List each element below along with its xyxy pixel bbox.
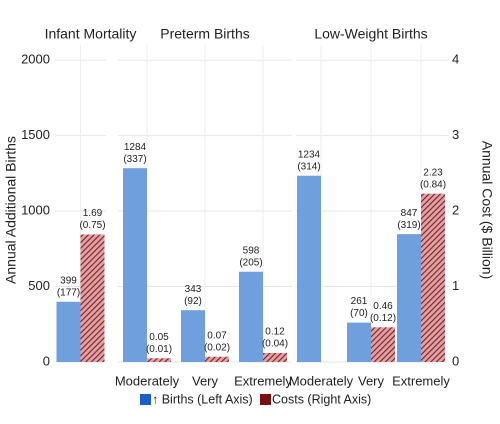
y-tick-label: 0 xyxy=(43,353,50,368)
value-label: 598 xyxy=(243,245,260,256)
x-tick-label: Moderately xyxy=(289,373,354,388)
error-label: (0.01) xyxy=(146,344,172,355)
error-label: (0.02) xyxy=(204,342,230,353)
error-label: (337) xyxy=(123,154,146,165)
error-label: (0.12) xyxy=(370,313,396,324)
error-label: (205) xyxy=(239,257,262,268)
y-tick-label: 500 xyxy=(28,278,50,293)
bar xyxy=(123,168,147,362)
value-label: 1.69 xyxy=(83,208,103,219)
x-tick-label: Very xyxy=(192,373,219,388)
value-label: 399 xyxy=(60,275,77,286)
value-label: 0.46 xyxy=(373,301,393,312)
error-label: (70) xyxy=(350,308,368,319)
legend-swatch xyxy=(140,394,151,405)
bar xyxy=(397,234,421,362)
facet-title: Low-Weight Births xyxy=(314,26,427,42)
bar xyxy=(56,301,81,362)
facet-title: Preterm Births xyxy=(160,26,249,42)
bar xyxy=(205,356,229,362)
y-axis-label: Annual Additional Births xyxy=(3,136,19,284)
value-label: 1234 xyxy=(298,149,321,160)
error-label: (0.75) xyxy=(79,220,105,231)
legend-label: Costs (Right Axis) xyxy=(272,392,371,406)
error-label: (0.04) xyxy=(262,339,288,350)
bar xyxy=(421,193,445,362)
y2-axis-label: Annual Cost ($ Billion) xyxy=(479,141,495,280)
x-tick-label: Extremely xyxy=(234,373,292,388)
x-tick-label: Moderately xyxy=(115,373,180,388)
y-tick-label: 1500 xyxy=(21,127,50,142)
value-label: 2.23 xyxy=(423,167,443,178)
y-tick-label: 2000 xyxy=(21,52,50,67)
bar xyxy=(239,271,263,362)
legend-label: ↑ Births (Left Axis) xyxy=(152,392,253,406)
bar xyxy=(297,175,321,362)
error-label: (0.84) xyxy=(420,179,446,190)
bar xyxy=(147,358,171,362)
bar xyxy=(347,322,371,362)
value-label: 1284 xyxy=(124,142,147,153)
x-tick-label: Very xyxy=(358,373,385,388)
y2-tick-label: 0 xyxy=(452,353,459,368)
error-label: (314) xyxy=(297,161,320,172)
value-label: 0.12 xyxy=(265,327,285,338)
bar xyxy=(371,327,395,362)
bar xyxy=(80,234,105,362)
y2-tick-label: 3 xyxy=(452,127,459,142)
error-label: (92) xyxy=(184,296,202,307)
bar xyxy=(181,310,205,362)
value-label: 343 xyxy=(185,284,202,295)
y2-tick-label: 2 xyxy=(452,202,459,217)
y-tick-label: 1000 xyxy=(21,202,50,217)
value-label: 0.07 xyxy=(207,330,227,341)
error-label: (319) xyxy=(397,220,420,231)
error-label: (177) xyxy=(57,287,80,298)
x-tick-label: Extremely xyxy=(392,373,450,388)
value-label: 847 xyxy=(401,208,418,219)
value-label: 261 xyxy=(351,296,368,307)
value-label: 0.05 xyxy=(149,332,169,343)
facet-title: Infant Mortality xyxy=(45,26,137,42)
y2-tick-label: 1 xyxy=(452,278,459,293)
y2-tick-label: 4 xyxy=(452,52,459,67)
bar xyxy=(263,352,287,362)
legend-swatch xyxy=(260,394,271,405)
